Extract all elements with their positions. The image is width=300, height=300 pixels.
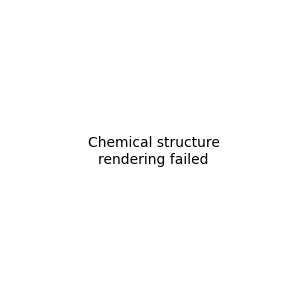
Text: Chemical structure
rendering failed: Chemical structure rendering failed <box>88 136 220 166</box>
